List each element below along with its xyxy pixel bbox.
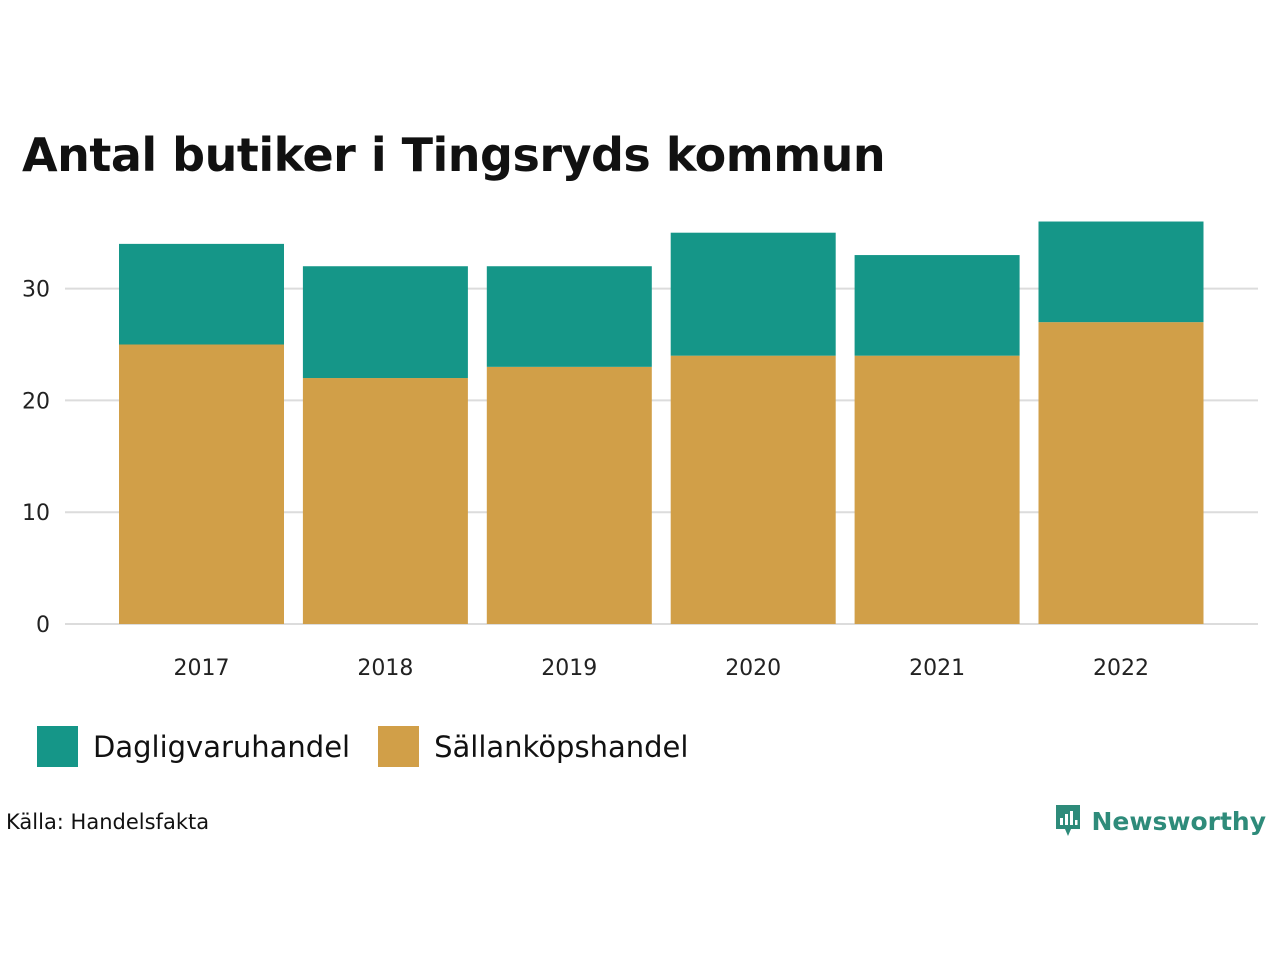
- legend-label-dagligvaruhandel: Dagligvaruhandel: [93, 729, 351, 764]
- legend-label-sallankopshandel: Sällanköpshandel: [434, 729, 689, 764]
- y-tick-label: 30: [22, 278, 50, 303]
- bar-dagligvaruhandel-2022: [1038, 221, 1204, 323]
- bar-dagligvaruhandel-2019: [486, 266, 652, 367]
- x-tick-label: 2019: [541, 656, 597, 681]
- legend-swatch-sallankopshandel: [378, 726, 420, 767]
- bar-dagligvaruhandel-2020: [670, 232, 836, 356]
- x-tick-label: 2020: [725, 656, 781, 681]
- bar-sällanköpshandel-2022: [1038, 322, 1204, 624]
- x-tick-label: 2021: [909, 656, 965, 681]
- x-tick-label: 2022: [1093, 656, 1149, 681]
- y-tick-label: 20: [22, 389, 50, 414]
- bar-sällanköpshandel-2017: [119, 344, 284, 624]
- bar-sällanköpshandel-2020: [670, 355, 836, 624]
- bar-sällanköpshandel-2021: [854, 355, 1020, 624]
- bars: [119, 221, 1204, 624]
- bar-sällanköpshandel-2018: [302, 378, 468, 624]
- y-axis-ticks: 0 10 20 30: [22, 278, 50, 638]
- bar-dagligvaruhandel-2021: [854, 255, 1020, 356]
- y-tick-label: 10: [22, 501, 50, 526]
- bar-sällanköpshandel-2019: [486, 366, 652, 624]
- legend-item-dagligvaruhandel: Dagligvaruhandel: [37, 726, 350, 767]
- bar-dagligvaruhandel-2017: [119, 243, 284, 345]
- x-tick-label: 2017: [174, 656, 230, 681]
- legend-item-sallankopshandel: Sällanköpshandel: [378, 726, 688, 767]
- legend-swatch-dagligvaruhandel: [37, 726, 78, 767]
- legend: Dagligvaruhandel Sällanköpshandel: [37, 726, 716, 767]
- brand-logo: Newsworthy: [1054, 803, 1267, 839]
- x-axis-ticks: 2017 2018 2019 2020 2021 2022: [174, 656, 1150, 681]
- x-tick-label: 2018: [357, 656, 413, 681]
- newsworthy-logo-icon: [1055, 805, 1080, 836]
- y-tick-label: 0: [36, 613, 50, 638]
- stacked-bar-chart: 0 10 20 30 2017 2018 2019 2020 2021 2022: [22, 221, 1258, 681]
- brand-name: Newsworthy: [1091, 806, 1267, 836]
- bar-dagligvaruhandel-2018: [302, 266, 468, 379]
- source-note: Källa: Handelsfakta: [6, 810, 210, 834]
- chart-title: Antal butiker i Tingsryds kommun: [22, 128, 886, 182]
